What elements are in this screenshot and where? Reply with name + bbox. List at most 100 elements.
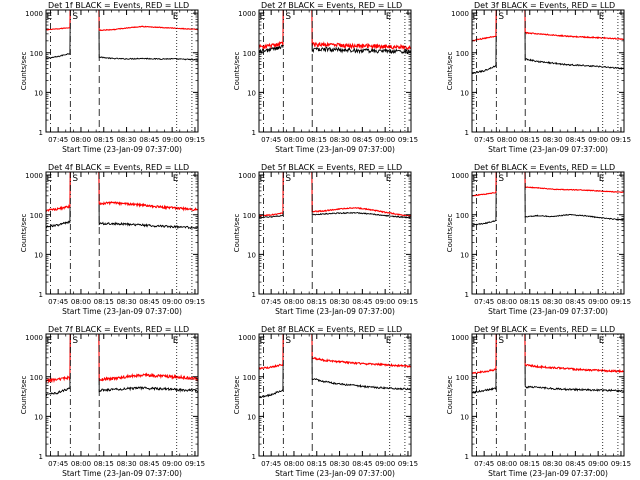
- marker-label-saa: S: [285, 12, 291, 22]
- x-tick-label: 09:00: [588, 460, 608, 468]
- plot-frame: [471, 9, 625, 133]
- plot-frame: [45, 333, 199, 457]
- y-tick-label: 100: [456, 50, 469, 58]
- y-tick-label: 1: [252, 129, 256, 137]
- panel-title: Det 7f BLACK = Events, RED = LLD: [48, 325, 189, 334]
- x-tick-label: 09:00: [375, 298, 395, 306]
- x-tick-label: 09:15: [398, 298, 418, 306]
- x-tick-label: 08:30: [329, 136, 349, 144]
- y-axis-label: Counts/sec: [20, 52, 28, 91]
- x-tick-label: 08:30: [329, 460, 349, 468]
- plot-frame: [45, 171, 199, 295]
- x-tick-label: 07:45: [261, 136, 281, 144]
- x-tick-label: 09:00: [162, 136, 182, 144]
- x-tick-label: 07:45: [474, 136, 494, 144]
- marker-label-end: E: [386, 336, 392, 346]
- panel-title: Det 3f BLACK = Events, RED = LLD: [474, 1, 615, 10]
- panel-title: Det 8f BLACK = Events, RED = LLD: [261, 325, 402, 334]
- marker-label-saa: S: [498, 336, 504, 346]
- y-axis-label: Counts/sec: [233, 214, 241, 253]
- x-tick-label: 08:15: [94, 136, 114, 144]
- x-tick-label: 08:45: [352, 460, 372, 468]
- y-tick-label: 1: [39, 453, 43, 461]
- x-tick-label: 09:00: [588, 136, 608, 144]
- plot-frame: [45, 9, 199, 133]
- marker-label-end: E: [173, 336, 179, 346]
- series-line-events: [46, 334, 198, 397]
- x-tick-label: 09:00: [375, 136, 395, 144]
- y-tick-label: 1000: [451, 172, 469, 180]
- marker-label-start: E: [473, 174, 479, 184]
- marker-label-saa: S: [72, 12, 78, 22]
- x-tick-label: 08:00: [497, 460, 517, 468]
- x-tick-label: 09:15: [398, 136, 418, 144]
- panel-title: Det 1f BLACK = Events, RED = LLD: [48, 1, 189, 10]
- panel-title: Det 2f BLACK = Events, RED = LLD: [261, 1, 402, 10]
- x-tick-label: 09:15: [185, 136, 205, 144]
- x-tick-label: 08:00: [284, 460, 304, 468]
- x-tick-label: 07:45: [261, 298, 281, 306]
- y-axis-label: Counts/sec: [233, 52, 241, 91]
- x-tick-label: 08:15: [520, 298, 540, 306]
- y-tick-label: 1: [465, 291, 469, 299]
- x-tick-label: 08:45: [352, 298, 372, 306]
- marker-label-end: E: [599, 336, 605, 346]
- panel-det-7: Det 7f BLACK = Events, RED = LLD E S E 1 10 10…: [20, 325, 205, 478]
- x-tick-label: 09:00: [375, 460, 395, 468]
- y-tick-label: 1000: [238, 334, 256, 342]
- x-tick-label: 08:00: [497, 298, 517, 306]
- series-line-events: [472, 334, 624, 394]
- panel-title: Det 5f BLACK = Events, RED = LLD: [261, 163, 402, 172]
- x-tick-label: 08:45: [565, 460, 585, 468]
- x-tick-label: 08:30: [542, 460, 562, 468]
- x-tick-label: 09:00: [162, 298, 182, 306]
- x-tick-label: 08:15: [94, 460, 114, 468]
- y-tick-label: 10: [460, 413, 469, 421]
- panel-det-6: Det 6f BLACK = Events, RED = LLD E S E 1 10 10…: [446, 163, 631, 316]
- x-tick-label: 08:45: [139, 460, 159, 468]
- y-tick-label: 1: [465, 453, 469, 461]
- series-line-events: [472, 10, 624, 75]
- y-tick-label: 1000: [25, 334, 43, 342]
- plot-frame: [258, 9, 412, 133]
- y-tick-label: 1000: [238, 10, 256, 18]
- marker-label-start: E: [260, 12, 266, 22]
- x-axis-label: Start Time (23-Jan-09 07:37:00): [275, 469, 395, 478]
- series-line-events: [259, 172, 411, 219]
- x-tick-label: 07:45: [48, 460, 68, 468]
- marker-label-start: E: [473, 336, 479, 346]
- series-line-lld: [259, 334, 411, 371]
- series-line-events: [472, 172, 624, 227]
- marker-label-end: E: [173, 174, 179, 184]
- marker-label-end: E: [386, 174, 392, 184]
- series-line-lld: [46, 172, 198, 213]
- x-tick-label: 08:30: [542, 298, 562, 306]
- y-tick-label: 1: [252, 291, 256, 299]
- x-tick-label: 08:00: [284, 298, 304, 306]
- y-axis-label: Counts/sec: [446, 376, 454, 415]
- x-tick-label: 07:45: [474, 298, 494, 306]
- x-tick-label: 07:45: [474, 460, 494, 468]
- x-tick-label: 09:00: [588, 298, 608, 306]
- y-tick-label: 100: [243, 212, 256, 220]
- x-tick-label: 08:00: [497, 136, 517, 144]
- y-tick-label: 100: [456, 374, 469, 382]
- x-tick-label: 08:30: [542, 136, 562, 144]
- y-axis-label: Counts/sec: [233, 376, 241, 415]
- y-tick-label: 1000: [25, 10, 43, 18]
- x-tick-label: 08:15: [307, 136, 327, 144]
- y-tick-label: 1000: [451, 334, 469, 342]
- x-tick-label: 09:15: [611, 136, 631, 144]
- y-tick-label: 10: [34, 413, 43, 421]
- x-axis-label: Start Time (23-Jan-09 07:37:00): [488, 469, 608, 478]
- series-line-events: [259, 334, 411, 399]
- y-tick-label: 10: [460, 251, 469, 259]
- y-tick-label: 1000: [238, 172, 256, 180]
- x-tick-label: 08:30: [116, 136, 136, 144]
- x-tick-label: 08:30: [116, 460, 136, 468]
- x-axis-label: Start Time (23-Jan-09 07:37:00): [275, 307, 395, 316]
- x-tick-label: 08:15: [307, 298, 327, 306]
- x-tick-label: 08:45: [565, 298, 585, 306]
- panel-det-9: Det 9f BLACK = Events, RED = LLD E S E 1 10 10…: [446, 325, 631, 478]
- y-tick-label: 1000: [451, 10, 469, 18]
